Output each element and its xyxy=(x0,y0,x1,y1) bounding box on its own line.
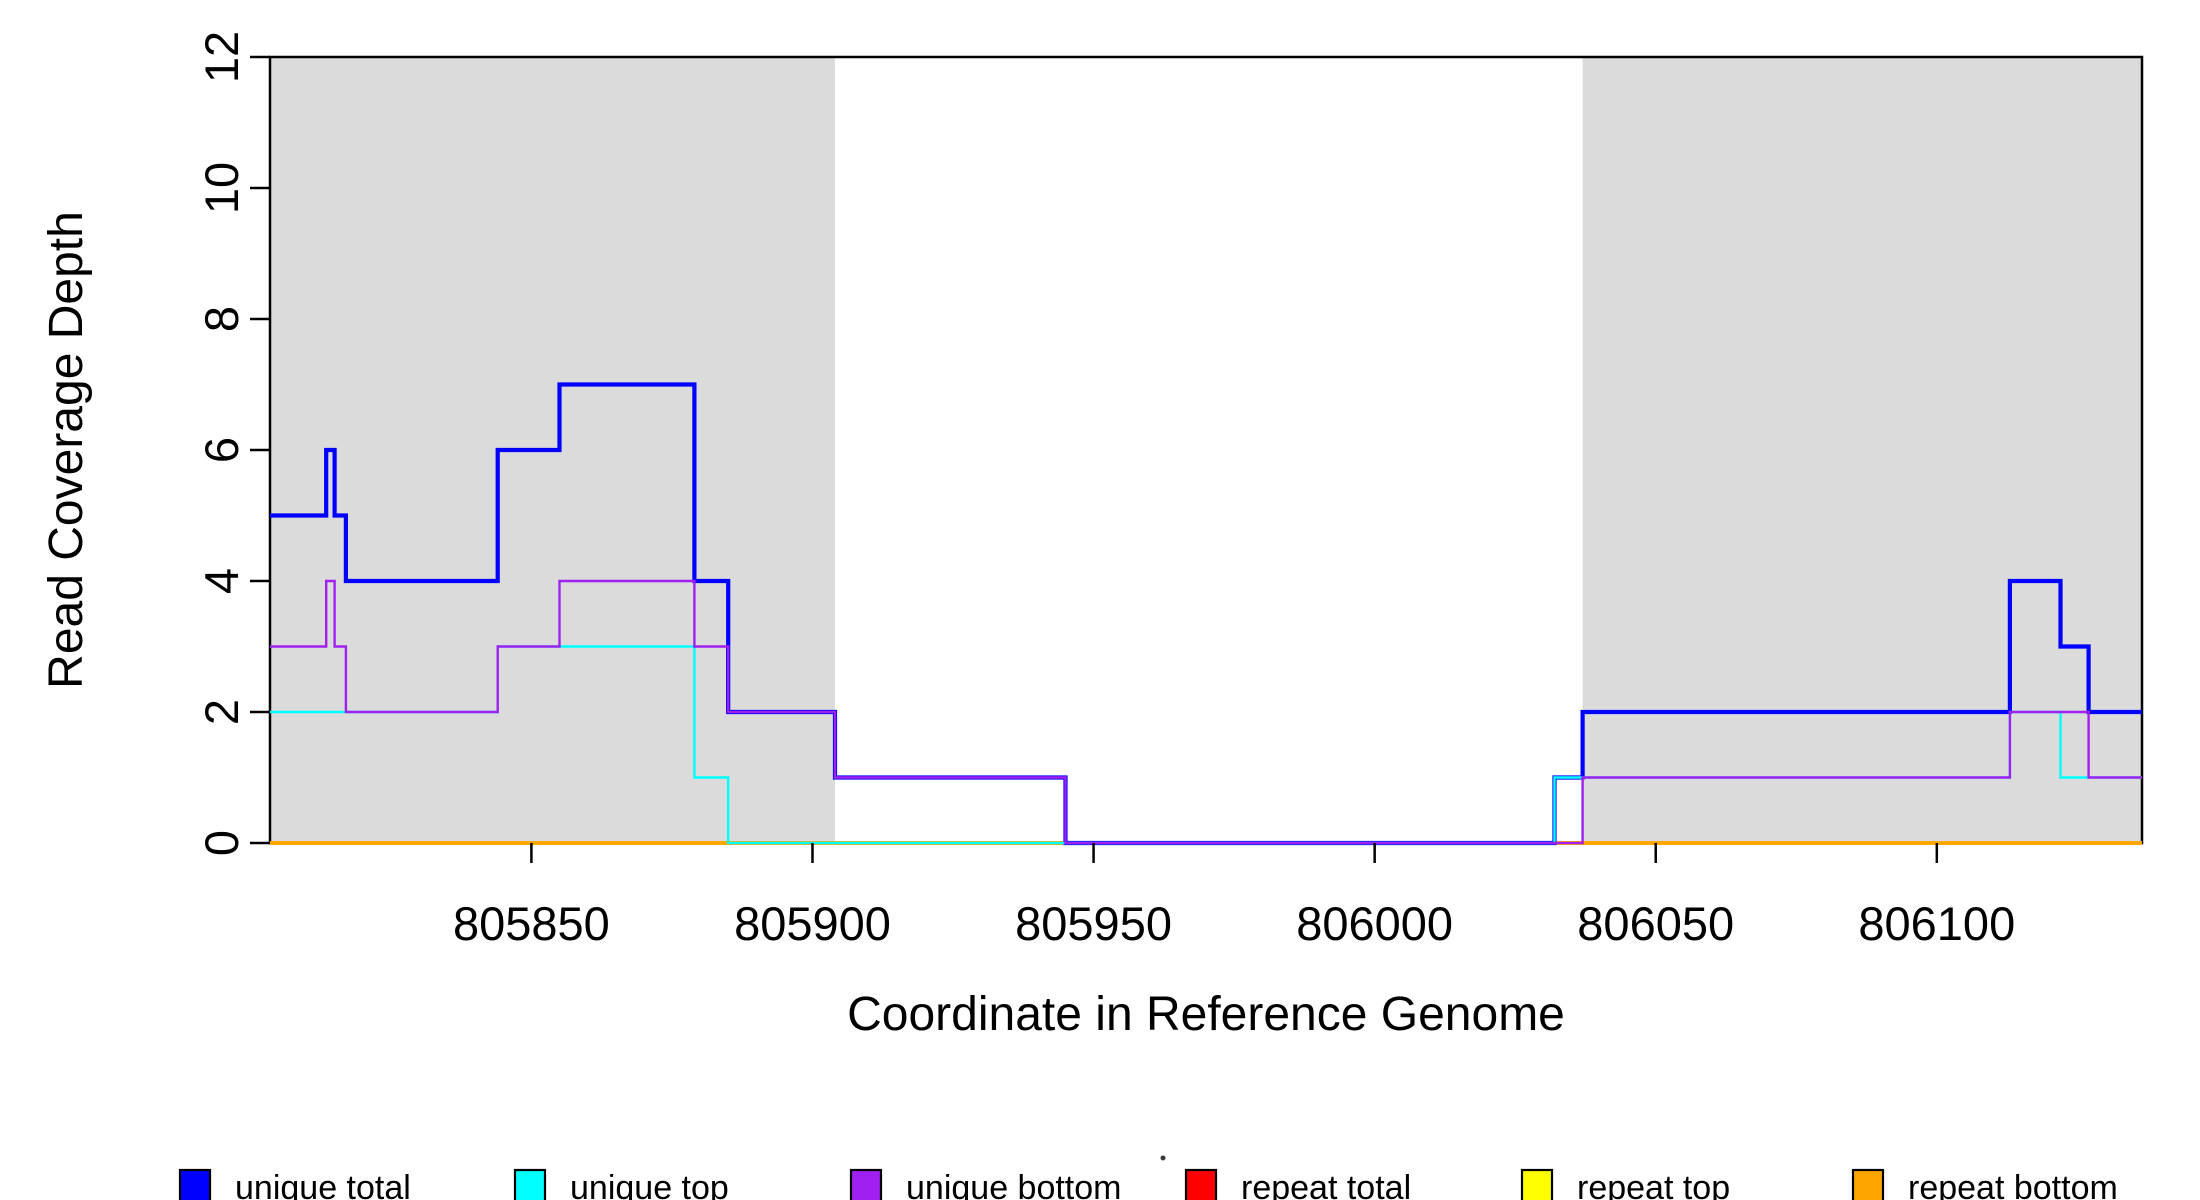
legend-label: repeat top xyxy=(1577,1169,1730,1200)
x-tick-label: 806100 xyxy=(1858,897,2015,950)
y-tick-label: 6 xyxy=(195,437,248,463)
x-tick-label: 805950 xyxy=(1015,897,1172,950)
x-tick-label: 806050 xyxy=(1577,897,1734,950)
legend-label: unique bottom xyxy=(906,1169,1122,1200)
legend-label: unique top xyxy=(570,1169,729,1200)
legend-item-repeat-bottom: repeat bottom xyxy=(1851,1168,2118,1200)
legend-swatch xyxy=(1184,1168,1218,1200)
y-tick-label: 0 xyxy=(195,830,248,856)
legend-label: repeat total xyxy=(1241,1169,1411,1200)
y-tick-label: 8 xyxy=(195,306,248,332)
y-tick-label: 10 xyxy=(195,162,248,214)
legend-label: repeat bottom xyxy=(1908,1169,2118,1200)
legend-item-unique-bottom: unique bottom xyxy=(849,1168,1122,1200)
legend-item-unique-top: unique top xyxy=(513,1168,729,1200)
shaded-region xyxy=(1582,57,2142,843)
series-line-unique-bottom xyxy=(270,579,2142,845)
legend-swatch xyxy=(1851,1168,1885,1200)
y-axis-title: Read Coverage Depth xyxy=(40,211,93,689)
legend-item-repeat-total: repeat total xyxy=(1184,1168,1411,1200)
axes-ticks-layer: 805850 805900 805950 806000 806050 806100 0 2 4 6… xyxy=(195,31,2015,950)
series-layer xyxy=(270,382,2142,846)
x-axis-title: Coordinate in Reference Genome xyxy=(847,988,1565,1041)
legend-swatch xyxy=(178,1168,212,1200)
y-tick-label: 2 xyxy=(195,699,248,725)
legend-swatch xyxy=(1520,1168,1554,1200)
x-tick-label: 806000 xyxy=(1296,897,1453,950)
y-tick-label: 12 xyxy=(195,31,248,83)
legend-item-repeat-top: repeat top xyxy=(1520,1168,1730,1200)
legend-label: unique total xyxy=(235,1169,411,1200)
stray-dot xyxy=(1160,1155,1166,1161)
legend-swatch xyxy=(513,1168,547,1200)
legend: unique total unique top unique bottom repea… xyxy=(178,1168,2118,1200)
x-tick-label: 805900 xyxy=(734,897,891,950)
x-tick-label: 805850 xyxy=(453,897,610,950)
y-tick-label: 4 xyxy=(195,568,248,594)
legend-swatch xyxy=(849,1168,883,1200)
legend-item-unique-total: unique total xyxy=(178,1168,411,1200)
